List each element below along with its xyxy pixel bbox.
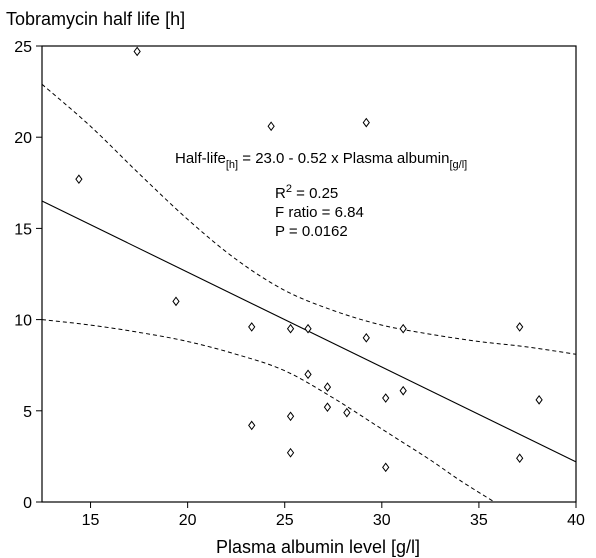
x-tick-label: 35 <box>470 512 488 529</box>
data-point <box>535 395 543 405</box>
data-point <box>267 121 275 132</box>
confidence-band-upper <box>41 83 577 355</box>
data-point <box>286 323 295 334</box>
data-point <box>172 296 180 307</box>
x-tick-label: 25 <box>276 512 294 529</box>
y-tick-label: 0 <box>23 495 32 512</box>
data-point <box>304 323 312 334</box>
plot-area: 15 20 25 30 35 40 0 5 10 15 20 25 <box>14 39 585 529</box>
plot-content <box>41 46 577 503</box>
plot-frame <box>41 45 577 503</box>
y-tick-label: 20 <box>14 130 32 147</box>
data-point <box>516 322 524 332</box>
x-tick-label: 30 <box>373 512 391 529</box>
data-point <box>399 323 407 334</box>
confidence-band-lower <box>41 319 495 503</box>
p-value-label: P = 0.0162 <box>275 223 348 240</box>
data-point <box>304 369 312 380</box>
data-point <box>516 453 524 464</box>
data-point <box>133 46 141 57</box>
data-point <box>286 411 295 422</box>
data-point <box>399 385 407 396</box>
data-point <box>323 402 332 412</box>
y-tick-label: 5 <box>23 404 32 421</box>
data-point <box>343 407 351 418</box>
x-axis-title: Plasma albumin level [g/l] <box>216 537 420 557</box>
y-axis: 0 5 10 15 20 25 <box>14 39 42 512</box>
f-ratio-label: F ratio = 6.84 <box>275 204 364 221</box>
data-point <box>286 447 295 458</box>
r-squared-label: R2 = 0.25 <box>275 183 338 202</box>
data-point <box>362 333 370 343</box>
data-point <box>382 393 390 403</box>
data-point <box>382 462 390 473</box>
y-tick-label: 15 <box>14 221 32 238</box>
y-tick-label: 10 <box>14 313 32 330</box>
y-axis-title: Tobramycin half life [h] <box>6 9 185 29</box>
regression-equation: Half-life[h] = 23.0 - 0.52 x Plasma albu… <box>175 150 467 171</box>
x-tick-label: 20 <box>179 512 197 529</box>
x-tick-label: 15 <box>82 512 100 529</box>
data-point <box>248 322 256 332</box>
data-point <box>362 117 370 128</box>
x-axis: 15 20 25 30 35 40 <box>82 502 585 529</box>
data-point <box>75 174 83 184</box>
data-point <box>323 382 332 392</box>
data-point <box>248 420 256 431</box>
y-tick-label: 25 <box>14 39 32 56</box>
regression-annotation: Half-life[h] = 23.0 - 0.52 x Plasma albu… <box>175 150 467 240</box>
x-tick-label: 40 <box>567 512 585 529</box>
